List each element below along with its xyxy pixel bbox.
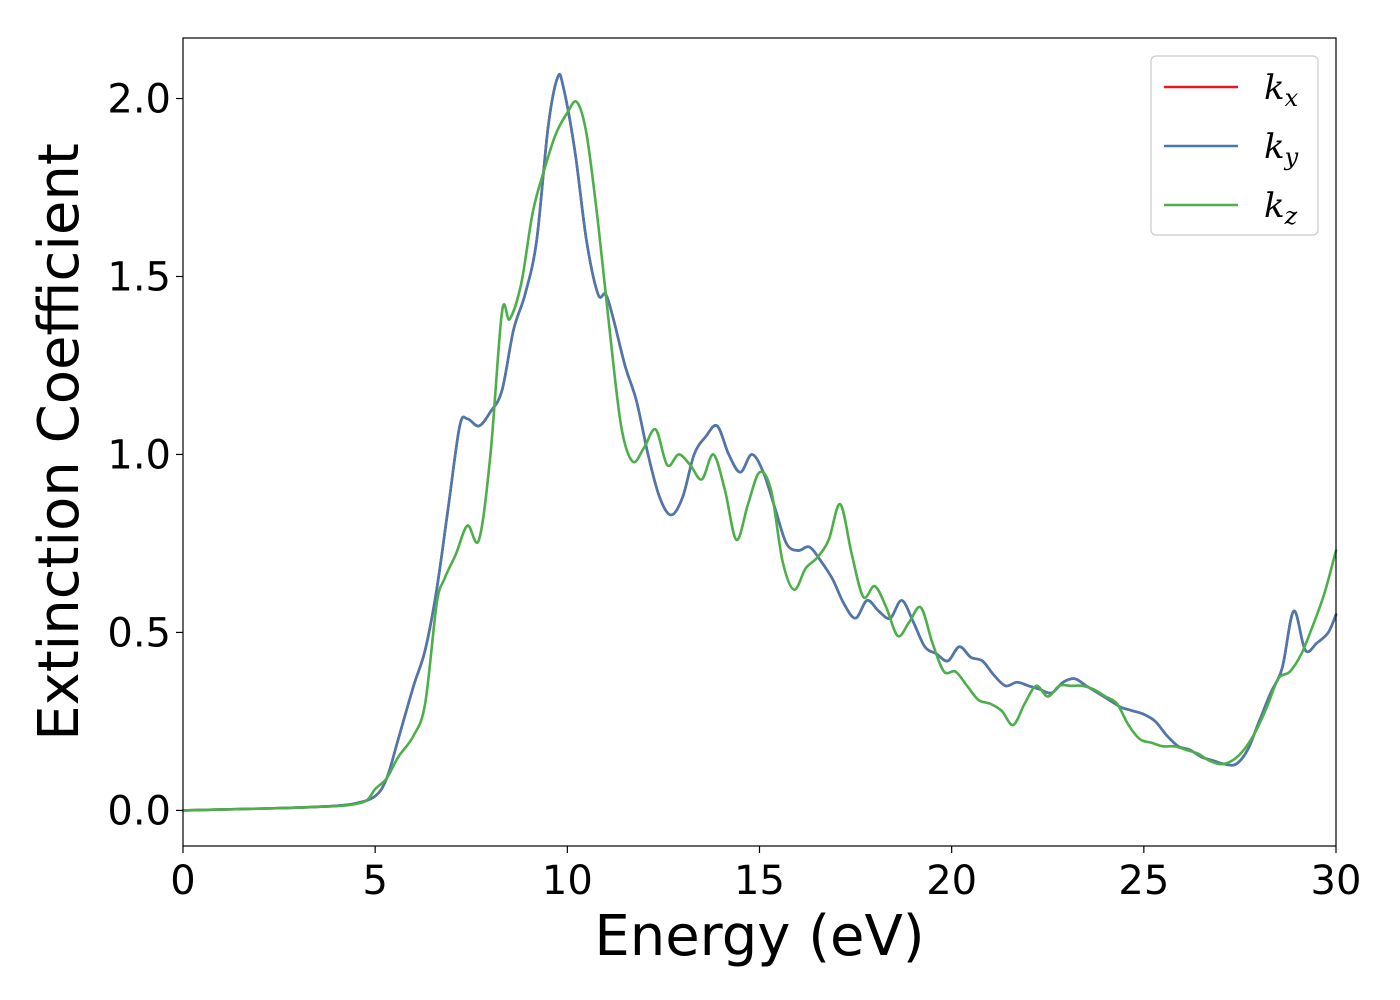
- x-axis: 0 5 10 15 20 25 30: [170, 846, 1361, 904]
- y-tick-label: 0.5: [107, 610, 171, 656]
- y-tick-label: 2.0: [107, 77, 171, 123]
- y-tick-label: 1.0: [107, 432, 171, 478]
- y-tick-label: 0.0: [107, 788, 171, 834]
- x-tick-label: 15: [734, 858, 785, 904]
- x-tick-label: 10: [542, 858, 593, 904]
- x-axis-title: Energy (eV): [594, 904, 924, 969]
- legend-label-ky: ky: [1264, 127, 1299, 171]
- x-tick-label: 0: [170, 858, 195, 904]
- x-tick-label: 30: [1311, 858, 1362, 904]
- series-line-ky: [181, 73, 1338, 812]
- x-tick-label: 25: [1118, 858, 1169, 904]
- plot-area: [183, 38, 1336, 846]
- series-layer: [181, 73, 1338, 812]
- legend-label-kz: kz: [1264, 186, 1298, 230]
- y-axis-title: Extinction Coefficient: [27, 143, 92, 741]
- y-tick-label: 1.5: [107, 254, 171, 300]
- x-tick-label: 20: [926, 858, 977, 904]
- legend-label-kx: kx: [1264, 68, 1299, 112]
- legend: kx ky kz: [1150, 55, 1319, 236]
- x-tick-label: 5: [362, 858, 387, 904]
- y-axis: 0.0 0.5 1.0 1.5 2.0: [107, 77, 183, 834]
- series-line-kz: [181, 99, 1338, 812]
